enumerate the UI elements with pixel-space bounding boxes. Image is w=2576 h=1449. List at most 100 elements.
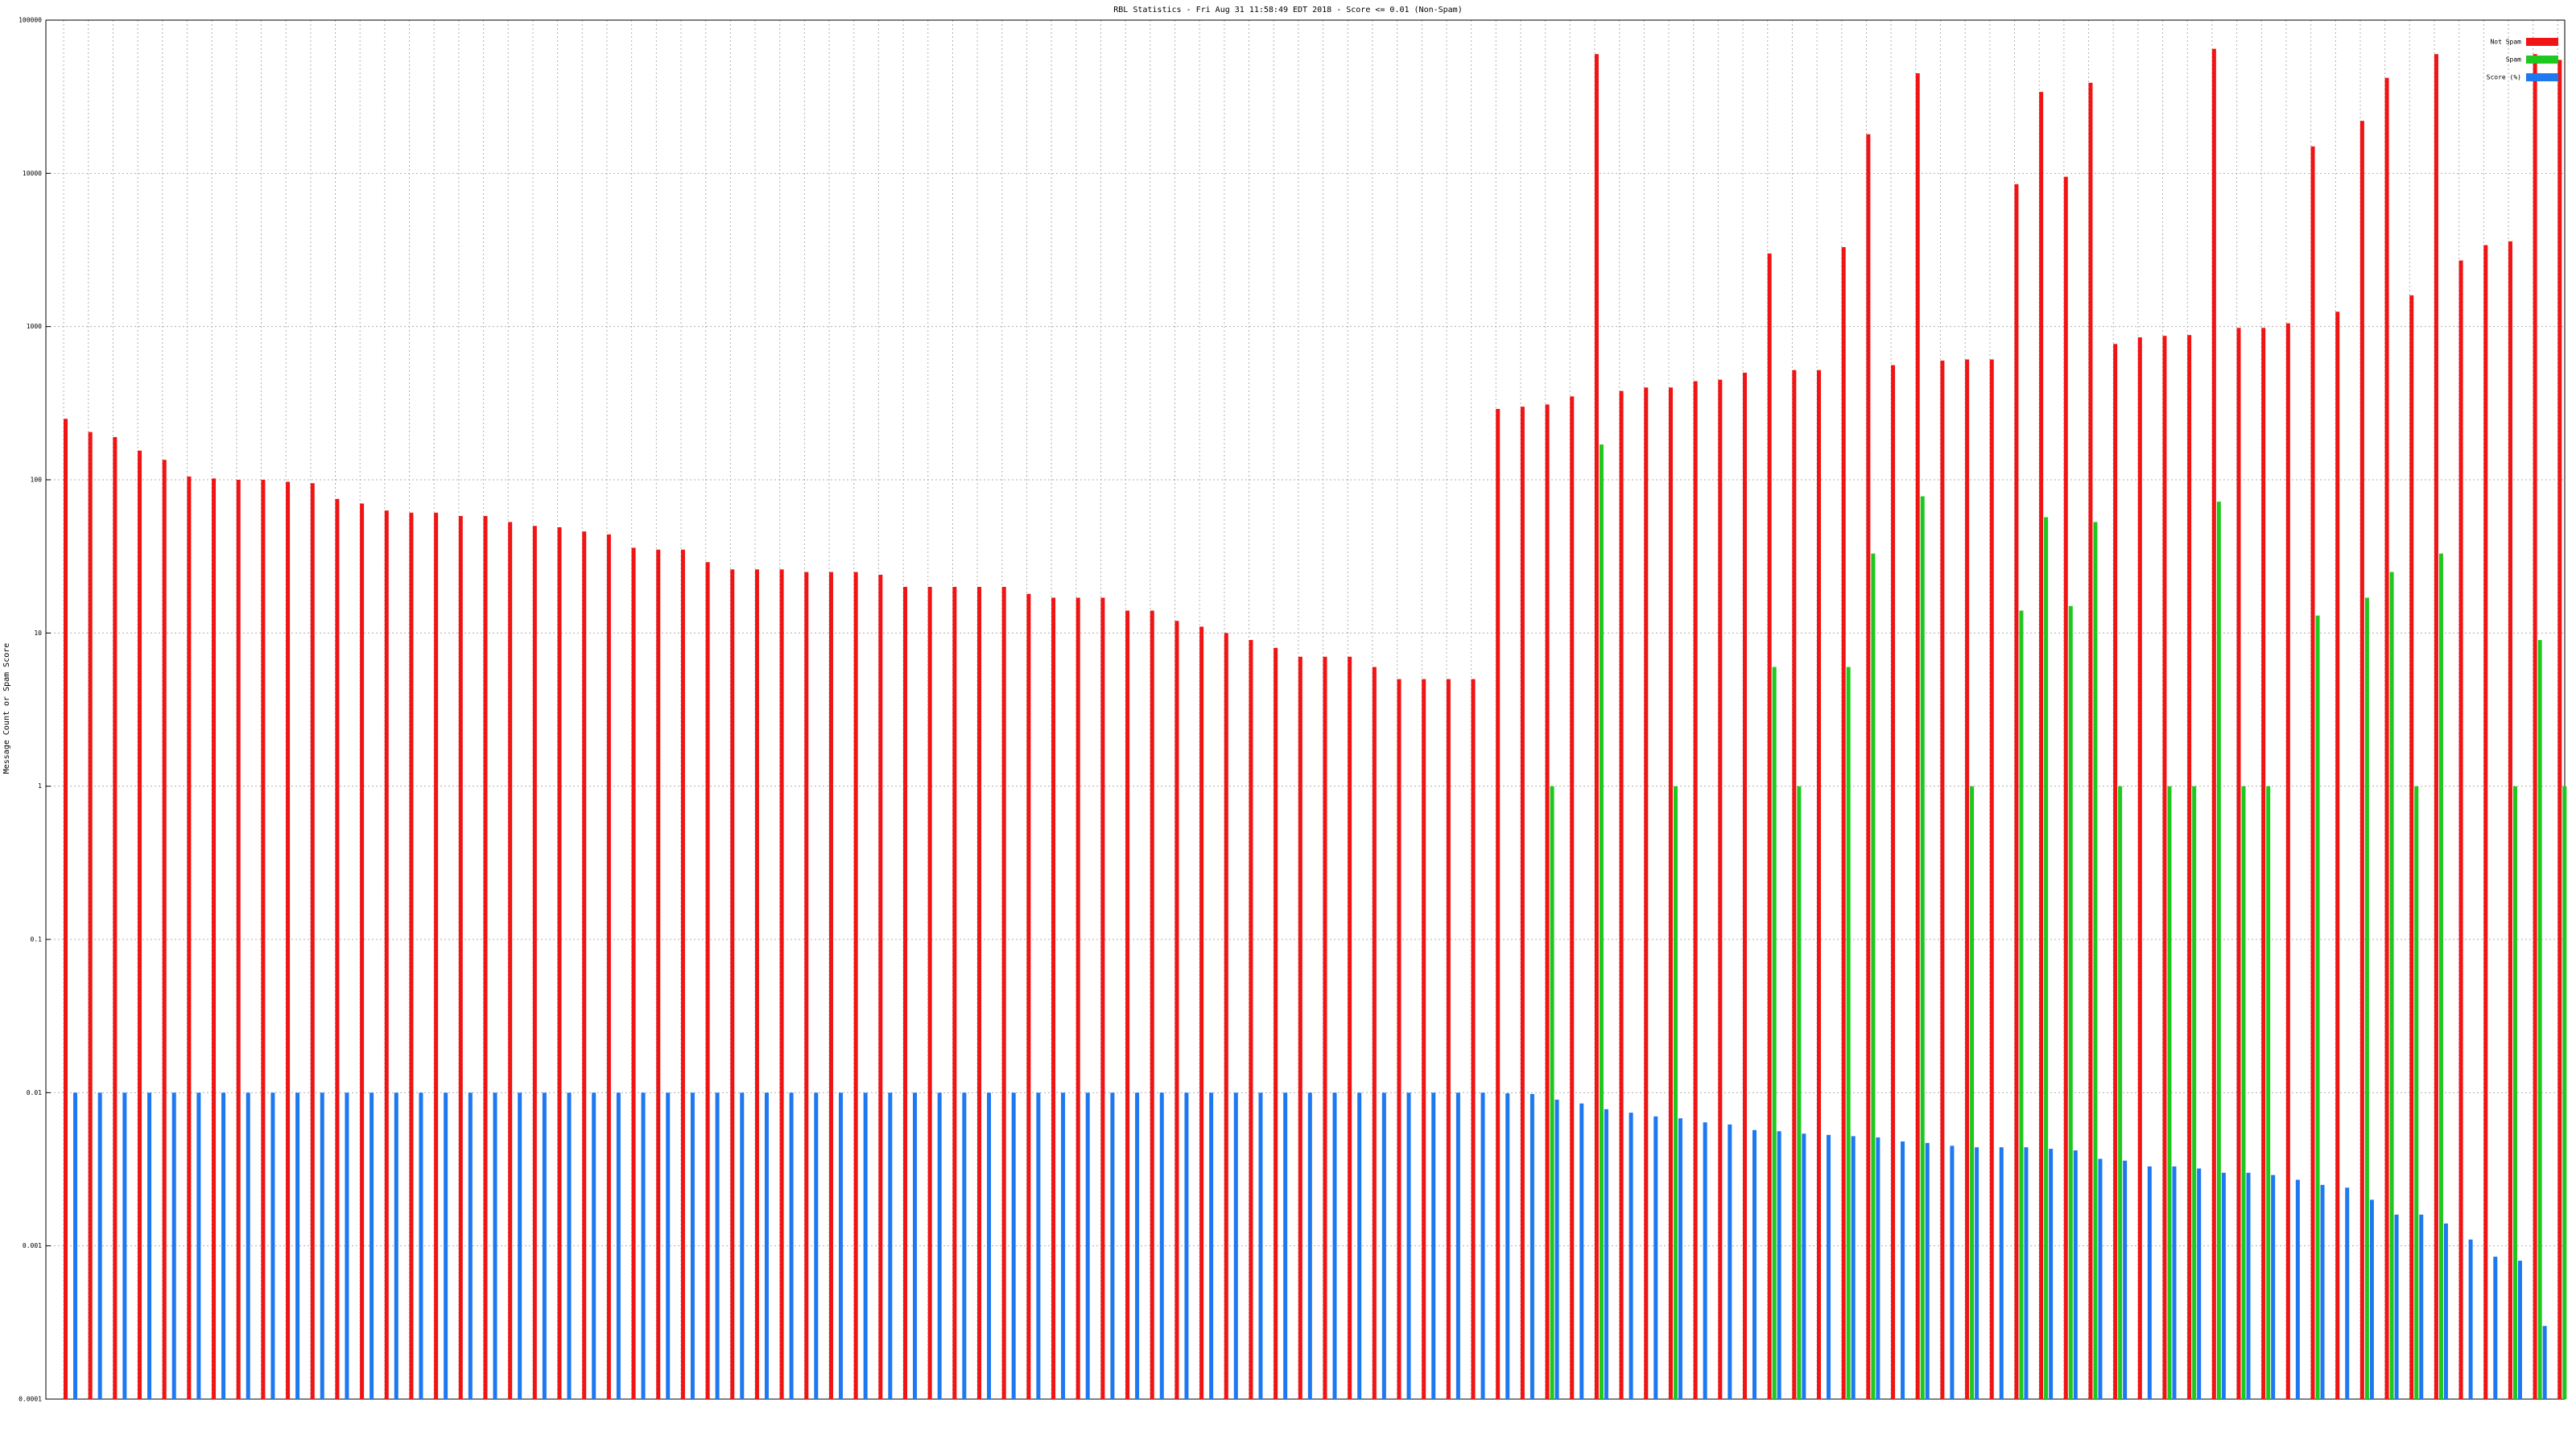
bar [690, 1092, 695, 1399]
bar [1011, 1092, 1016, 1399]
bar [1357, 1092, 1362, 1399]
y-axis-label: Message Count or Spam Score [2, 643, 11, 774]
y-tick-label: 100000 [19, 17, 42, 24]
bar [1298, 656, 1302, 1399]
bar [532, 526, 537, 1399]
bar [2458, 260, 2463, 1400]
bar [97, 1092, 102, 1399]
bar [444, 1092, 448, 1399]
bar [1026, 593, 1031, 1399]
bar [715, 1092, 720, 1399]
bar [1920, 496, 1925, 1399]
bar [1644, 387, 1649, 1399]
bar [196, 1092, 201, 1399]
bar [616, 1092, 621, 1399]
bar [730, 569, 735, 1399]
bar [764, 1092, 769, 1399]
bar [1866, 134, 1871, 1399]
bar [1777, 1131, 1781, 1399]
bar [345, 1092, 349, 1399]
y-tick-label: 0.01 [27, 1089, 42, 1096]
bar [828, 572, 833, 1400]
bar [1604, 1108, 1608, 1399]
bar [1159, 1092, 1164, 1399]
bar [384, 510, 389, 1400]
bar [236, 480, 241, 1399]
bar [1653, 1116, 1658, 1399]
bar [1841, 246, 1846, 1399]
bar [419, 1092, 423, 1399]
bar [1307, 1092, 1312, 1399]
legend-label: Score (%) [2487, 74, 2521, 81]
bar [2443, 1223, 2448, 1399]
bar [2197, 1168, 2202, 1399]
bar [705, 562, 710, 1399]
bar [2542, 1326, 2547, 1399]
bar [2236, 328, 2241, 1399]
bar [1851, 1136, 1856, 1399]
bar [2187, 335, 2192, 1400]
bar [606, 534, 611, 1400]
bar [1950, 1146, 1955, 1399]
bar [261, 480, 266, 1399]
bar [320, 1092, 324, 1399]
bar [2073, 1150, 2078, 1399]
bar [483, 516, 488, 1399]
legend-swatch [2526, 38, 2558, 46]
bar [270, 1092, 275, 1399]
bar [2310, 146, 2315, 1400]
bar [147, 1092, 152, 1399]
bar [1940, 360, 1945, 1400]
bar [962, 1092, 967, 1399]
bar [246, 1092, 250, 1399]
bar [2049, 1149, 2054, 1399]
bar [187, 476, 192, 1399]
bar [927, 587, 932, 1399]
bar [2088, 82, 2093, 1400]
bar [2557, 60, 2562, 1400]
bar [2167, 786, 2172, 1399]
bar [394, 1092, 398, 1399]
legend-label: Spam [2506, 56, 2521, 64]
bar [2335, 312, 2340, 1400]
bar [1496, 408, 1501, 1399]
bar [1554, 1100, 1559, 1399]
bar [1209, 1092, 1214, 1399]
bar [1397, 679, 1402, 1399]
bar [1970, 786, 1975, 1399]
bar [2345, 1187, 2350, 1399]
y-tick-label: 1000 [27, 323, 42, 330]
bar [2211, 48, 2216, 1399]
bar [1085, 1092, 1090, 1399]
bar [1446, 679, 1451, 1399]
bar [838, 1092, 843, 1399]
bar [754, 569, 759, 1399]
bar [1372, 667, 1377, 1399]
bar [2394, 1214, 2399, 1399]
bar [1455, 1092, 1460, 1399]
bar [1471, 679, 1476, 1399]
bar [2113, 344, 2118, 1400]
bar [1323, 656, 1327, 1399]
bar [434, 512, 439, 1399]
bar [804, 572, 809, 1400]
bar [369, 1092, 374, 1399]
bar [310, 483, 315, 1399]
bar [138, 450, 142, 1399]
bar [1348, 656, 1352, 1399]
bar [2019, 610, 2024, 1399]
bar [542, 1092, 547, 1399]
bar [2434, 54, 2438, 1399]
bar [1051, 597, 1056, 1399]
bar [1110, 1092, 1115, 1399]
bar [1570, 396, 1575, 1400]
bar [1381, 1092, 1386, 1399]
y-tick-label: 0.0001 [19, 1396, 42, 1403]
bar [952, 587, 957, 1399]
bar [2261, 328, 2266, 1399]
bar [1629, 1113, 1633, 1399]
bar [162, 460, 167, 1399]
bar [2216, 502, 2221, 1400]
